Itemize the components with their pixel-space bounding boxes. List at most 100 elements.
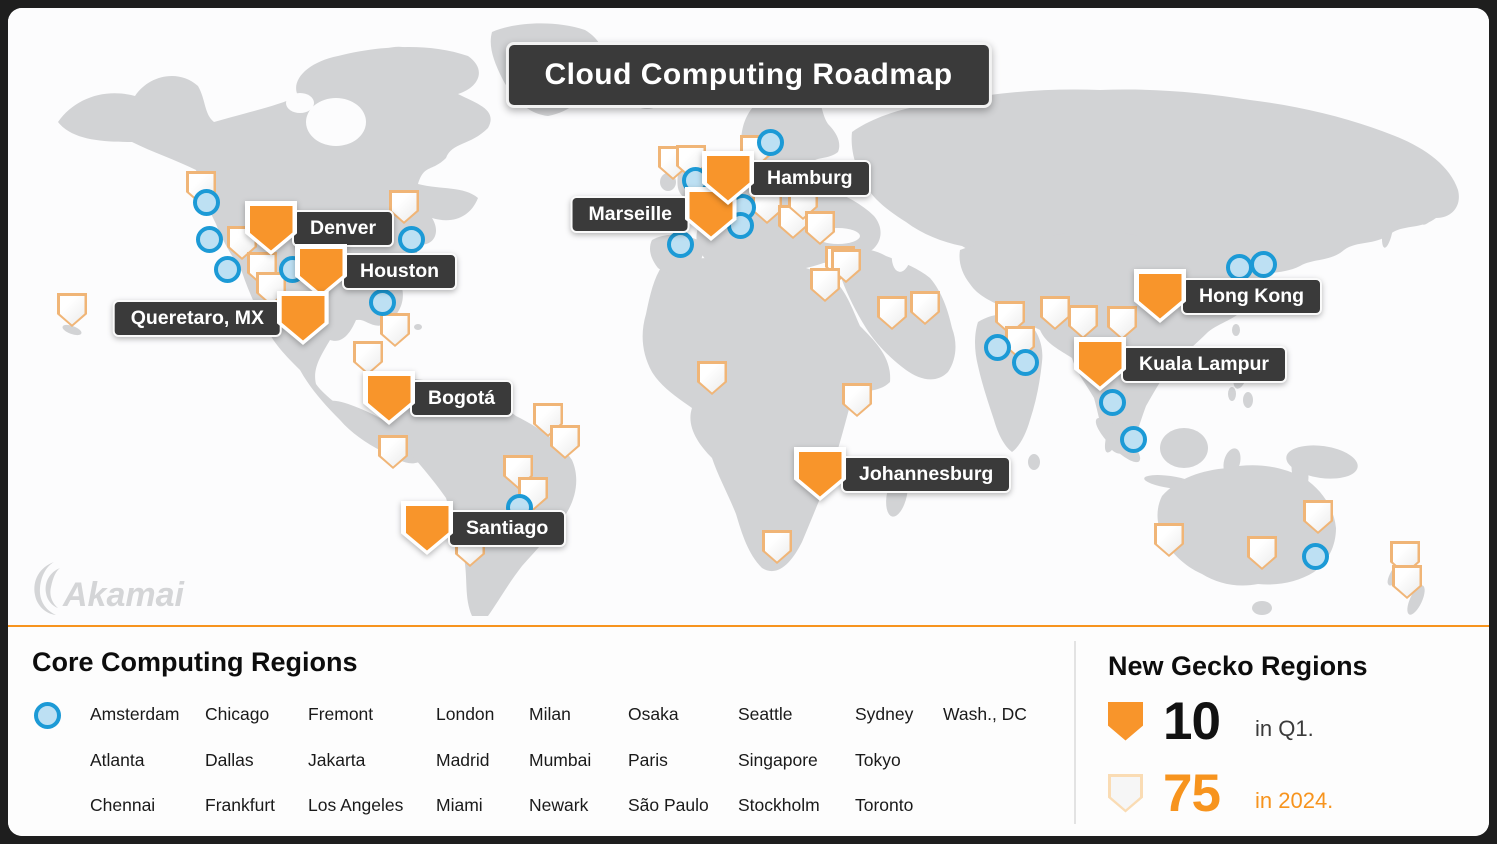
map-title: Cloud Computing Roadmap <box>505 42 992 108</box>
city-column: Amsterdam Atlanta Chennai <box>90 705 205 814</box>
core-city: Seattle <box>738 704 793 724</box>
region-marker-houston: Houston <box>295 244 458 298</box>
gecko-region-pin <box>378 435 408 469</box>
shield-icon-filled <box>1108 701 1143 741</box>
region-shield-icon <box>1134 269 1186 323</box>
core-region-pin <box>398 226 425 253</box>
gecko-region-pin <box>1154 523 1184 557</box>
core-region-pin <box>1120 426 1147 453</box>
core-city: Amsterdam <box>90 704 180 724</box>
core-region-pin <box>1099 389 1126 416</box>
core-city: Chicago <box>205 704 270 724</box>
region-label: Kuala Lampur <box>1121 345 1288 383</box>
city-column: Sydney Tokyo Toronto <box>855 705 943 814</box>
core-city: Paris <box>628 749 668 770</box>
core-regions-heading: Core Computing Regions <box>32 647 358 677</box>
core-region-pin <box>1302 543 1329 570</box>
region-shield-icon <box>277 291 329 345</box>
gecko-legend-row: 75 in 2024. <box>1108 761 1333 825</box>
region-marker-denver: Denver <box>245 201 395 255</box>
gecko-rows: 10 in Q1. 75 in 2024. <box>1108 689 1333 825</box>
gecko-region-pin <box>57 293 87 327</box>
gecko-region-pin <box>353 341 383 375</box>
core-city: Dallas <box>205 749 254 770</box>
region-shield-icon <box>1074 337 1126 391</box>
gecko-region-pin <box>1303 500 1333 534</box>
gecko-region-pin <box>805 211 835 245</box>
region-marker-santiago: Santiago <box>401 501 567 555</box>
core-region-pin <box>196 226 223 253</box>
gecko-region-pin <box>810 268 840 302</box>
core-region-pin <box>214 256 241 283</box>
core-region-legend-icon <box>34 702 61 729</box>
core-city: Tokyo <box>855 749 901 770</box>
core-city: Miami <box>436 795 483 815</box>
core-region-pin <box>1012 349 1039 376</box>
region-shield-icon <box>401 501 453 555</box>
city-column: Wash., DC <box>943 704 1027 814</box>
core-city: Osaka <box>628 704 679 724</box>
core-city: Mumbai <box>529 749 592 770</box>
akamai-logo-text: Akamai <box>62 576 186 614</box>
core-city: Chennai <box>90 795 156 815</box>
city-column: Fremont Jakarta Los Angeles <box>308 705 436 814</box>
region-label: Johannesburg <box>841 455 1012 493</box>
gecko-region-pin <box>550 425 580 459</box>
region-label: Santiago <box>448 509 567 547</box>
region-marker-bogot-: Bogotá <box>363 371 514 425</box>
core-region-pin <box>984 334 1011 361</box>
region-shield-icon <box>702 151 754 205</box>
legend-section: Core Computing Regions Amsterdam Atlanta C… <box>8 627 1489 836</box>
gecko-regions-heading: New Gecko Regions <box>1108 651 1368 681</box>
city-column: Osaka Paris São Paulo <box>628 705 738 814</box>
gecko-region-pin <box>910 291 940 325</box>
core-region-pin <box>369 289 396 316</box>
gecko-region-pin <box>877 296 907 330</box>
shield-icon-outline <box>1108 773 1143 813</box>
marker-layer: Denver Houston Queretaro, MX Bogotá Santiago… <box>8 8 1489 625</box>
core-city: Toronto <box>855 795 914 815</box>
core-city: London <box>436 704 495 724</box>
region-shield-icon <box>794 447 846 501</box>
gecko-region-pin <box>697 361 727 395</box>
gecko-legend-row: 10 in Q1. <box>1108 689 1333 753</box>
gecko-caption: in Q1. <box>1255 716 1314 741</box>
region-shield-icon <box>295 244 347 298</box>
core-city: Jakarta <box>308 749 366 770</box>
gecko-region-pin <box>380 313 410 347</box>
world-map-section: Denver Houston Queretaro, MX Bogotá Santiago… <box>8 8 1489 627</box>
city-grid: Amsterdam Atlanta Chennai Chicago Dallas Fran… <box>90 704 1027 814</box>
region-shield-icon <box>363 371 415 425</box>
gecko-region-pin <box>1107 306 1137 340</box>
core-region-pin <box>1250 251 1277 278</box>
core-region-pin <box>193 189 220 216</box>
gecko-region-pin <box>1040 296 1070 330</box>
core-region-pin <box>757 129 784 156</box>
city-column: Chicago Dallas Frankfurt <box>205 705 308 814</box>
region-label: Houston <box>342 252 458 290</box>
gecko-region-pin <box>1247 536 1277 570</box>
core-city: Madrid <box>436 749 490 770</box>
core-city: Singapore <box>738 749 818 770</box>
core-regions-legend: Core Computing Regions Amsterdam Atlanta C… <box>8 627 1074 836</box>
akamai-logo: Akamai <box>30 558 200 623</box>
city-column: Milan Mumbai Newark <box>529 705 628 814</box>
core-city: Los Angeles <box>308 795 404 815</box>
region-marker-johannesburg: Johannesburg <box>794 447 1012 501</box>
gecko-region-pin <box>762 530 792 564</box>
core-city: Wash., DC <box>943 704 1027 724</box>
region-marker-kuala-lampur: Kuala Lampur <box>1074 337 1288 391</box>
region-marker-queretaro-mx: Queretaro, MX <box>112 291 329 345</box>
gecko-region-pin <box>1392 565 1422 599</box>
region-label: Bogotá <box>410 379 514 417</box>
gecko-regions-legend: New Gecko Regions 10 in Q1. 75 in 2024. <box>1090 627 1489 836</box>
core-city: Newark <box>529 795 589 815</box>
city-column: Seattle Singapore Stockholm <box>738 705 855 814</box>
core-city: Frankfurt <box>205 795 276 815</box>
region-shield-icon <box>245 201 297 255</box>
core-region-pin <box>667 231 694 258</box>
core-city: Atlanta <box>90 749 145 770</box>
gecko-count: 75 <box>1163 763 1221 823</box>
city-column: London Madrid Miami <box>436 705 529 814</box>
